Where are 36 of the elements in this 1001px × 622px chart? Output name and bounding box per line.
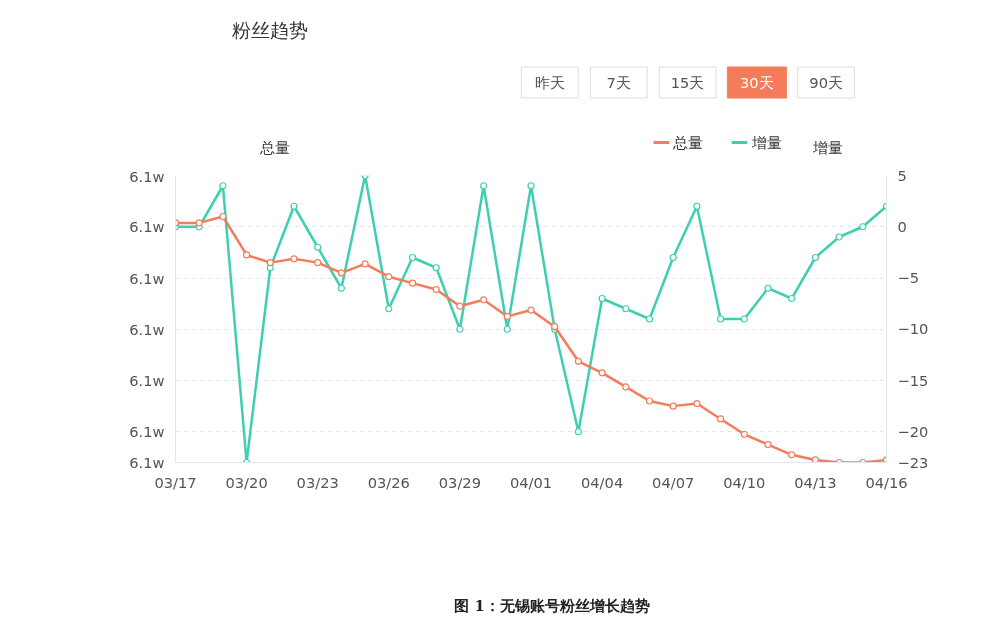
- y-tick-label: 6.1w: [129, 372, 165, 389]
- x-tick-label: 04/04: [580, 473, 624, 491]
- y2-tick-label: −10: [897, 320, 929, 338]
- text: 15天: [670, 74, 705, 91]
- y-tick-label: 6.1w: [129, 320, 165, 338]
- y2-tick-label: −15: [897, 371, 929, 389]
- y-tick-label: 6.1w: [129, 423, 165, 441]
- y-axis-title: 总量: [258, 139, 290, 156]
- y-tick-label: 6.1w: [129, 167, 165, 185]
- y2-tick-label: −5: [897, 269, 920, 286]
- y-tick-label: 6.1w: [129, 218, 165, 236]
- y2-tick-label: −20: [897, 422, 929, 440]
- text: 7天: [606, 74, 631, 91]
- caption: 图 1：无锡账号粉丝增长趋势: [454, 597, 650, 614]
- text: 昨天: [534, 74, 565, 91]
- x-tick-label: 03/29: [438, 473, 482, 491]
- x-tick-label: 04/10: [723, 473, 766, 491]
- x-tick-label: 04/16: [865, 473, 908, 491]
- y-tick-label: 6.1w: [129, 454, 165, 471]
- legend-label: 增量: [750, 134, 782, 151]
- text: 30天: [740, 74, 774, 91]
- x-tick-label: 03/23: [296, 473, 339, 491]
- y2-tick-label: 0: [897, 217, 907, 235]
- legend-label: 总量: [672, 134, 704, 151]
- x-tick-label: 03/26: [367, 473, 410, 491]
- y2-axis-title: 增量: [811, 139, 843, 156]
- y2-tick-label: 5: [897, 166, 907, 184]
- text: 90天: [809, 74, 843, 91]
- x-tick-label: 03/20: [225, 473, 268, 491]
- x-tick-label: 03/17: [154, 473, 197, 491]
- y-tick-label: 6.1w: [129, 269, 165, 287]
- x-tick-label: 04/01: [509, 473, 553, 491]
- x-tick-label: 04/07: [652, 473, 695, 491]
- x-tick-label: 04/13: [794, 473, 837, 491]
- y2-tick-label: −23: [897, 453, 929, 471]
- chart-title: 粉丝趋势: [232, 20, 309, 41]
